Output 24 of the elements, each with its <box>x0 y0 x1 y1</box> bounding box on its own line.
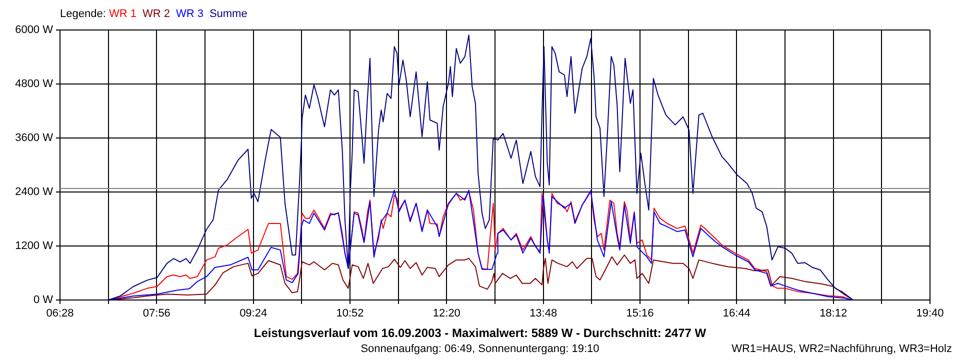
x-tick-label: 06:28 <box>46 308 74 320</box>
x-tick-label: 18:12 <box>820 308 848 320</box>
text: WR 3 <box>176 8 204 20</box>
text: WR1=HAUS, WR2=Nachführung, WR3=Holz <box>732 343 952 355</box>
x-tick-label: 07:56 <box>142 308 170 320</box>
y-tick-label: 4800 W <box>15 78 54 90</box>
text: Leistungsverlauf vom 16.09.2003 - Maximalwert: 5889 W - Durchschnitt: 2477 W <box>252 326 708 340</box>
y-tick-label: 2400 W <box>15 186 54 198</box>
y-tick-label: 0 W <box>33 294 54 306</box>
x-tick-label: 19:40 <box>916 308 944 320</box>
text: Summe <box>209 8 248 20</box>
x-tick-label: 15:16 <box>626 308 654 320</box>
text: WR 1 <box>108 8 136 20</box>
text: Sonnenaufgang: 06:49, Sonnenuntergang: 19:10 <box>360 343 600 355</box>
x-tick-label: 10:52 <box>336 308 364 320</box>
legend-title: Legende: <box>60 8 107 20</box>
y-tick-label: 1200 W <box>15 240 54 252</box>
x-tick-label: 12:20 <box>432 308 460 320</box>
x-tick-label: 09:24 <box>240 308 268 320</box>
y-tick-label: 6000 W <box>15 24 54 36</box>
x-tick-label: 13:48 <box>530 308 558 320</box>
x-tick-label: 16:44 <box>722 308 750 320</box>
y-tick-label: 3600 W <box>15 132 54 144</box>
text: WR 2 <box>142 8 170 20</box>
